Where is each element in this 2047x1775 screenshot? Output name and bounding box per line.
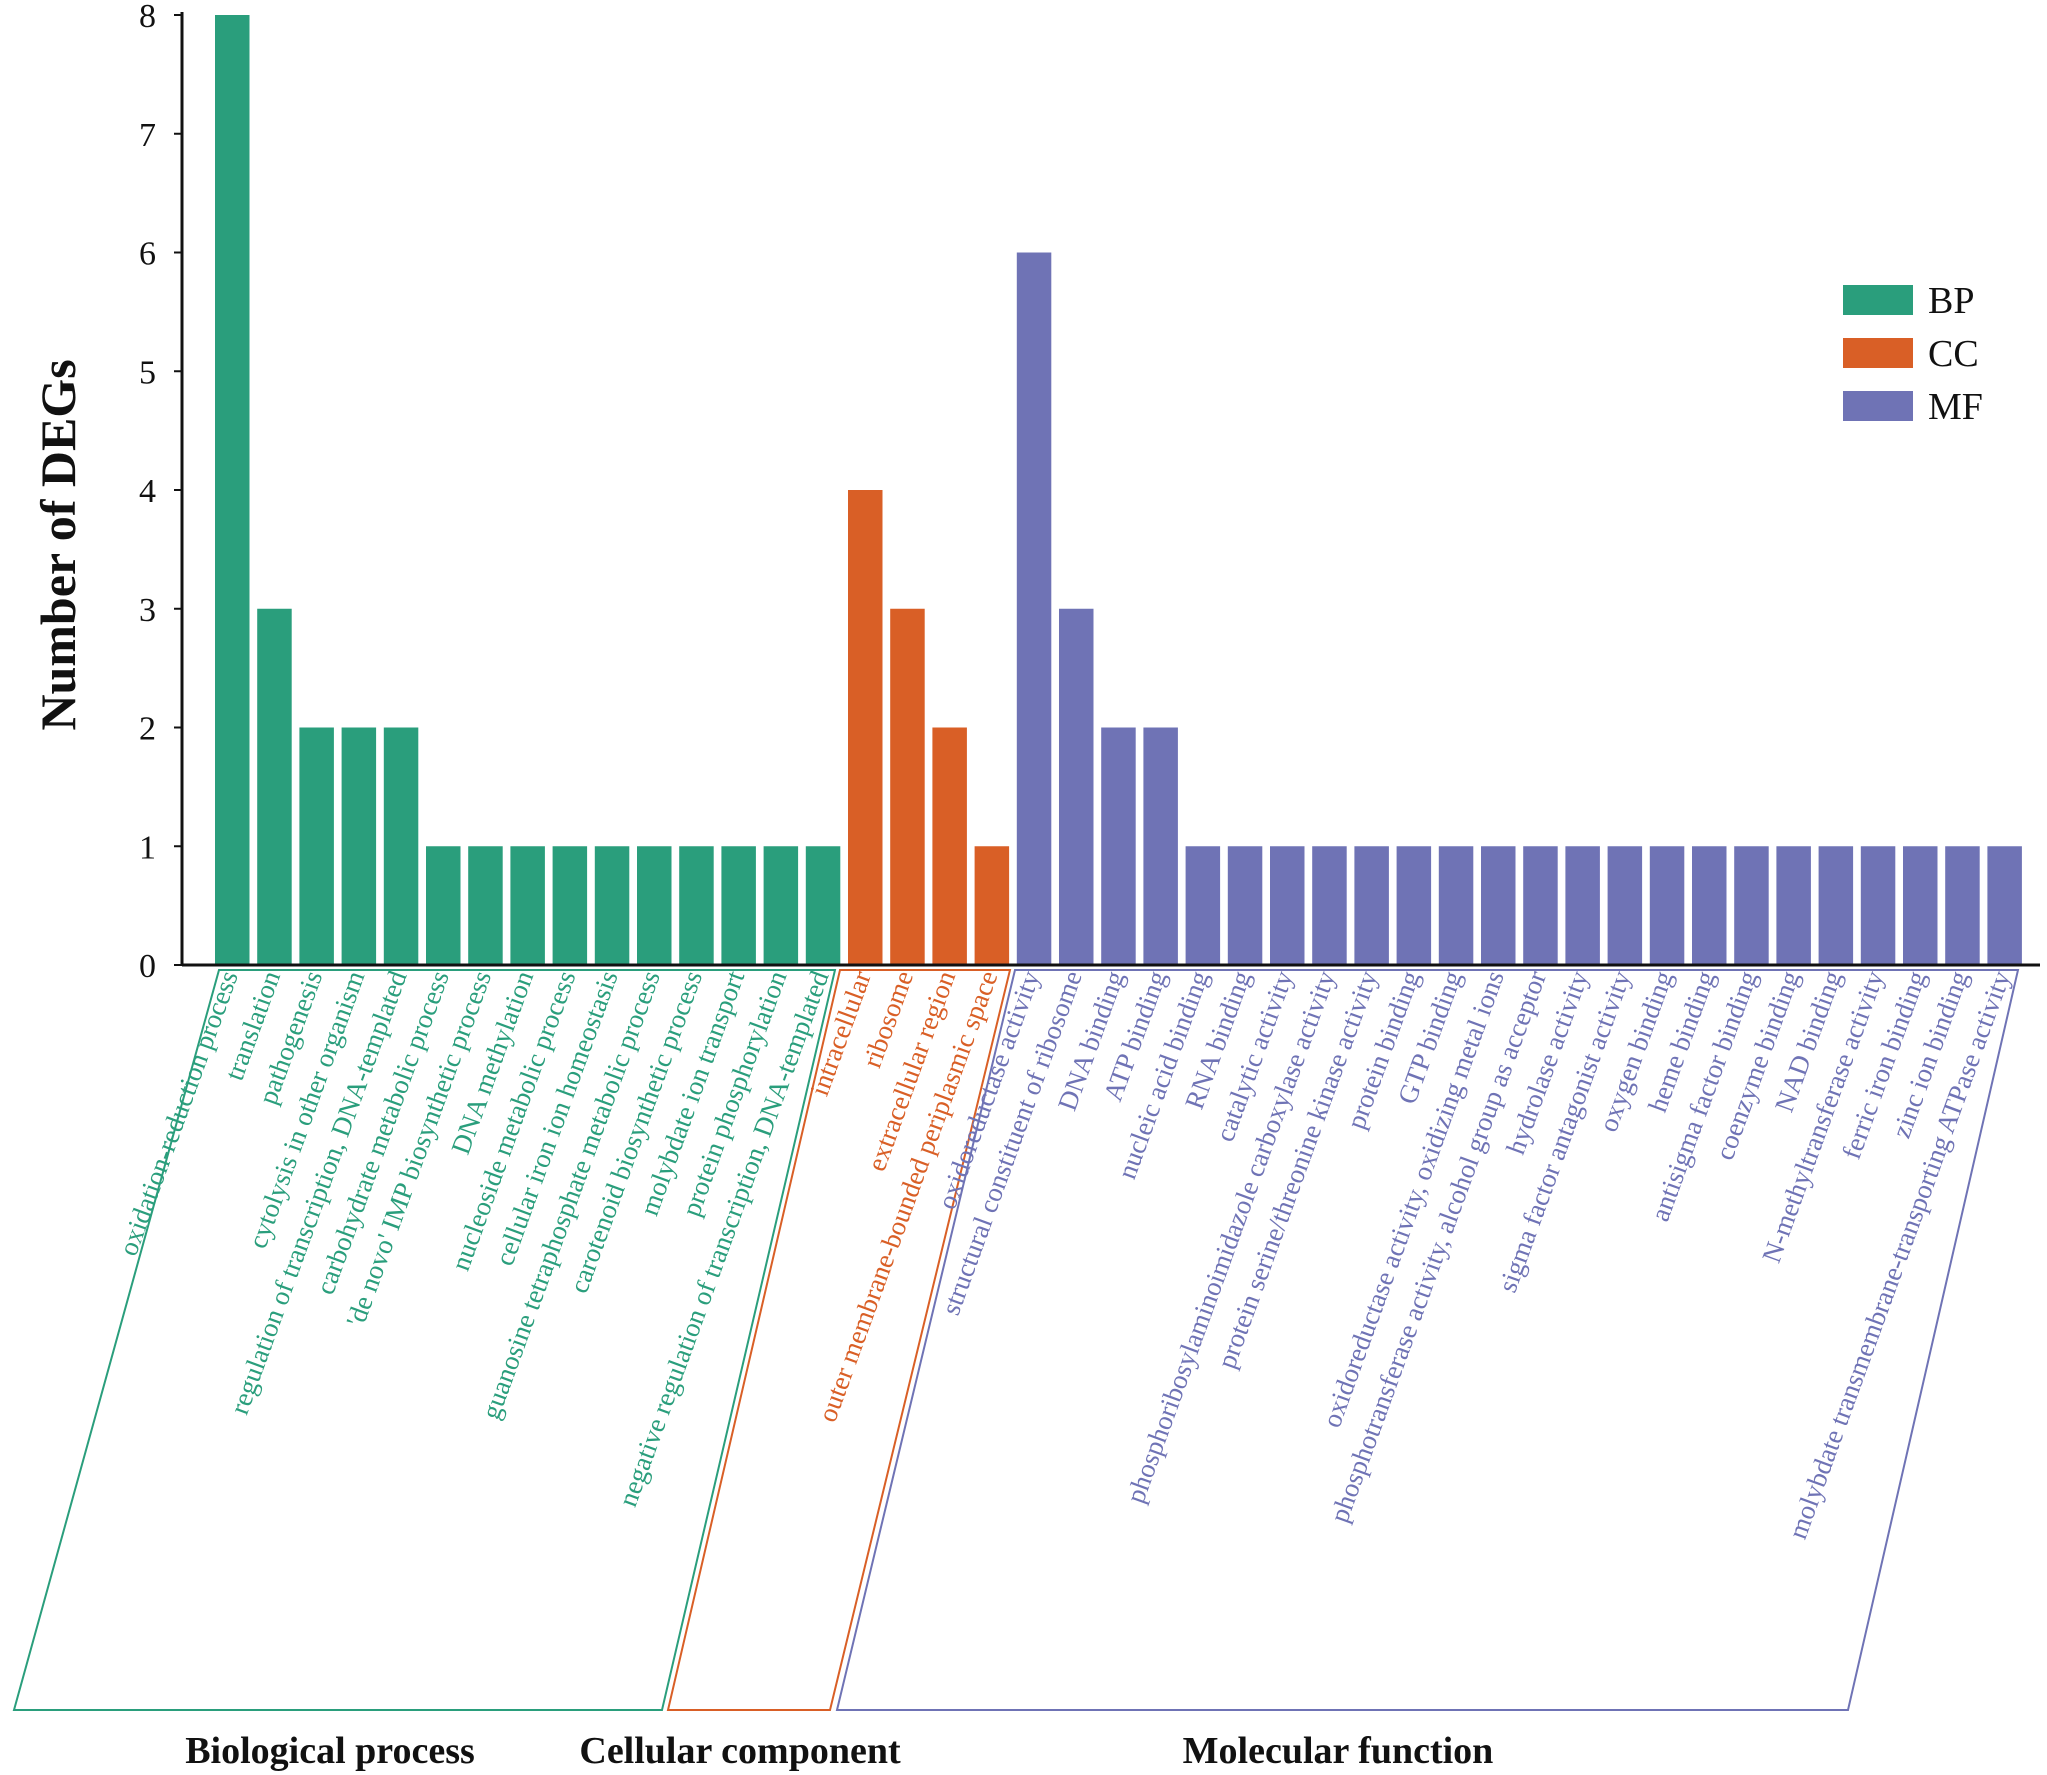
bar-mf-16 — [1649, 846, 1685, 965]
bar-mf-6 — [1227, 846, 1263, 965]
bar-mf-8 — [1312, 846, 1347, 965]
y-ticks: 0 1 2 3 4 5 6 7 8 — [139, 0, 182, 985]
y-axis-title: Number of DEGs — [30, 359, 86, 730]
y-tick-label: 1 — [139, 829, 156, 866]
group-label-cc: Cellular component — [579, 1730, 901, 1772]
bar-bp-4 — [341, 727, 377, 965]
category-labels: oxidation-reduction processtranslationpa… — [113, 966, 2017, 1543]
bracket-mf — [835, 969, 2020, 1711]
bar-mf-15 — [1607, 846, 1643, 965]
legend-label-bp: BP — [1928, 280, 1974, 322]
bar-bp-7 — [468, 846, 503, 965]
group-labels: Biological process Cellular component Mole… — [185, 1730, 1493, 1772]
bar-bp-6 — [426, 846, 461, 965]
category-label: oxidation-reduction process — [113, 967, 244, 1260]
bar-mf-9 — [1354, 846, 1389, 965]
bar-mf-5 — [1185, 846, 1221, 965]
bar-bp-13 — [721, 846, 756, 965]
bar-mf-12 — [1481, 846, 1516, 965]
bar-mf-24 — [1987, 846, 2022, 965]
bar-mf-20 — [1818, 846, 1854, 965]
bar-mf-19 — [1776, 846, 1811, 965]
group-brackets — [12, 969, 2020, 1711]
bar-cc-1 — [848, 490, 883, 965]
y-tick-label: 6 — [139, 236, 156, 273]
bar-mf-17 — [1692, 846, 1727, 965]
y-tick-label: 4 — [139, 473, 156, 510]
bracket-cc — [666, 969, 1012, 1711]
y-tick-label: 5 — [139, 354, 156, 391]
legend-label-cc: CC — [1928, 333, 1979, 375]
bar-cc-4 — [974, 846, 1010, 965]
bar-mf-3 — [1101, 727, 1136, 965]
bar-mf-7 — [1270, 846, 1305, 965]
bar-mf-2 — [1059, 608, 1094, 965]
group-label-bp: Biological process — [185, 1730, 475, 1772]
legend: BP CC MF — [1843, 280, 1983, 428]
y-tick-label: 2 — [139, 711, 156, 748]
bar-bp-11 — [637, 846, 672, 965]
bar-bp-9 — [552, 846, 588, 965]
bar-mf-1 — [1016, 252, 1052, 965]
bar-bp-10 — [594, 846, 630, 965]
bar-cc-3 — [932, 727, 967, 965]
bar-mf-13 — [1523, 846, 1558, 965]
bar-bp-12 — [679, 846, 714, 965]
bar-bp-3 — [299, 727, 334, 965]
bar-mf-23 — [1945, 846, 1980, 965]
y-tick-label: 8 — [139, 0, 156, 35]
bracket-bp — [12, 969, 837, 1711]
axes-layer — [180, 12, 2040, 967]
group-label-mf: Molecular function — [1183, 1730, 1494, 1772]
y-tick-label: 7 — [139, 117, 156, 154]
bar-cc-2 — [890, 608, 925, 965]
bar-bp-2 — [257, 608, 292, 965]
bar-bp-5 — [383, 727, 419, 965]
legend-label-mf: MF — [1928, 386, 1983, 428]
y-tick-label: 0 — [139, 948, 156, 985]
bar-mf-4 — [1143, 727, 1178, 965]
legend-swatch-mf — [1843, 391, 1913, 421]
bar-mf-11 — [1438, 846, 1474, 965]
bar-bp-8 — [510, 846, 545, 965]
bar-mf-18 — [1734, 846, 1769, 965]
legend-swatch-bp — [1843, 285, 1913, 315]
bars-layer — [215, 15, 2022, 965]
legend-swatch-cc — [1843, 338, 1913, 368]
bar-bp-1 — [215, 15, 250, 965]
bar-mf-10 — [1396, 846, 1432, 965]
bar-mf-22 — [1903, 846, 1938, 965]
bar-mf-14 — [1565, 846, 1600, 965]
bar-bp-14 — [763, 846, 799, 965]
bar-bp-15 — [805, 846, 841, 965]
y-tick-label: 3 — [139, 592, 156, 629]
bar-mf-21 — [1860, 846, 1896, 965]
